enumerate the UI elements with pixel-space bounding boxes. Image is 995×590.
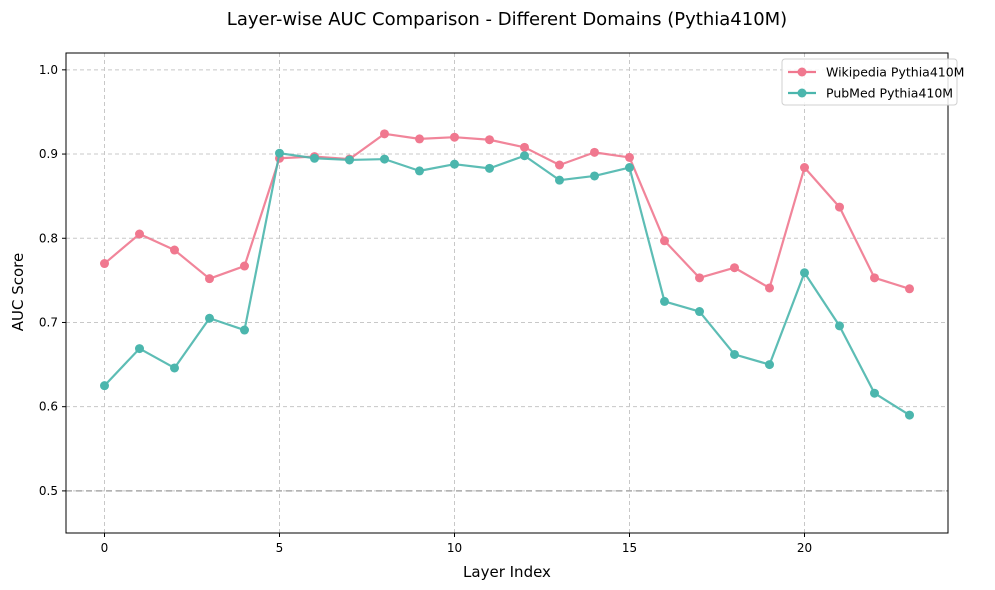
- data-point: [275, 148, 284, 158]
- x-tick-label: 0: [101, 541, 109, 555]
- data-point: [870, 273, 879, 283]
- data-point: [765, 360, 774, 370]
- data-point: [450, 159, 459, 169]
- x-tick-label: 5: [276, 541, 284, 555]
- x-axis: 0 5 10 15 20: [101, 533, 812, 555]
- data-point: [660, 236, 669, 246]
- data-point: [380, 154, 389, 164]
- data-point: [660, 296, 669, 306]
- data-point: [905, 284, 914, 294]
- x-tick-label: 15: [622, 541, 637, 555]
- data-point: [765, 283, 774, 293]
- data-point: [520, 151, 529, 161]
- data-point: [240, 261, 249, 271]
- data-point: [100, 259, 109, 269]
- data-point: [415, 166, 424, 176]
- data-point: [730, 349, 739, 359]
- series-line: [103, 152, 911, 417]
- data-point: [730, 263, 739, 273]
- grid: [66, 53, 948, 533]
- data-point: [135, 344, 144, 354]
- data-point: [590, 171, 599, 181]
- data-point: [870, 388, 879, 398]
- data-point: [240, 325, 249, 335]
- x-tick-label: 10: [447, 541, 462, 555]
- legend-item: PubMed Pythia410M: [788, 86, 953, 101]
- y-tick-label: 0.5: [39, 484, 58, 498]
- y-tick-label: 0.9: [39, 147, 58, 161]
- y-tick-label: 0.8: [39, 231, 58, 245]
- data-point: [520, 142, 529, 152]
- data-point: [555, 175, 564, 185]
- series-2: [100, 148, 914, 420]
- series-group: [100, 129, 914, 420]
- plot-area-frame: [65, 52, 949, 534]
- data-point: [625, 163, 634, 173]
- y-tick-label: 0.6: [39, 400, 58, 414]
- data-point: [345, 155, 354, 165]
- data-point: [835, 202, 844, 212]
- data-point: [800, 268, 809, 278]
- data-point: [625, 152, 634, 162]
- data-point: [205, 313, 214, 323]
- legend-item: Wikipedia Pythia410M: [788, 65, 964, 80]
- data-point: [555, 160, 564, 170]
- data-point: [205, 274, 214, 284]
- y-axis: 0.5 0.6 0.7 0.8 0.9 1.0: [39, 63, 66, 498]
- series-line: [103, 132, 910, 290]
- y-axis-title: AUC Score: [9, 253, 27, 332]
- data-point: [485, 163, 494, 173]
- data-point: [450, 132, 459, 142]
- legend-label: PubMed Pythia410M: [826, 86, 953, 101]
- legend-label: Wikipedia Pythia410M: [826, 65, 964, 80]
- legend-swatch-marker: [797, 88, 807, 98]
- data-point: [100, 381, 109, 391]
- y-tick-label: 1.0: [39, 63, 58, 77]
- data-point: [380, 129, 389, 139]
- data-point: [170, 363, 179, 373]
- data-point: [135, 229, 144, 239]
- data-point: [835, 321, 844, 331]
- data-point: [695, 273, 704, 283]
- data-point: [170, 245, 179, 255]
- data-point: [415, 134, 424, 144]
- legend-swatch-marker: [797, 67, 807, 77]
- legend-box: [781, 58, 958, 106]
- chart-title: Layer-wise AUC Comparison - Different Do…: [227, 9, 787, 30]
- data-point: [485, 135, 494, 145]
- x-axis-title: Layer Index: [463, 563, 551, 581]
- data-point: [310, 153, 319, 163]
- legend: Wikipedia Pythia410M PubMed Pythia410M: [781, 58, 964, 106]
- y-tick-label: 0.7: [39, 315, 58, 329]
- data-point: [590, 147, 599, 157]
- data-point: [905, 410, 914, 420]
- data-point: [800, 163, 809, 173]
- x-tick-label: 20: [797, 541, 812, 555]
- data-point: [695, 307, 704, 317]
